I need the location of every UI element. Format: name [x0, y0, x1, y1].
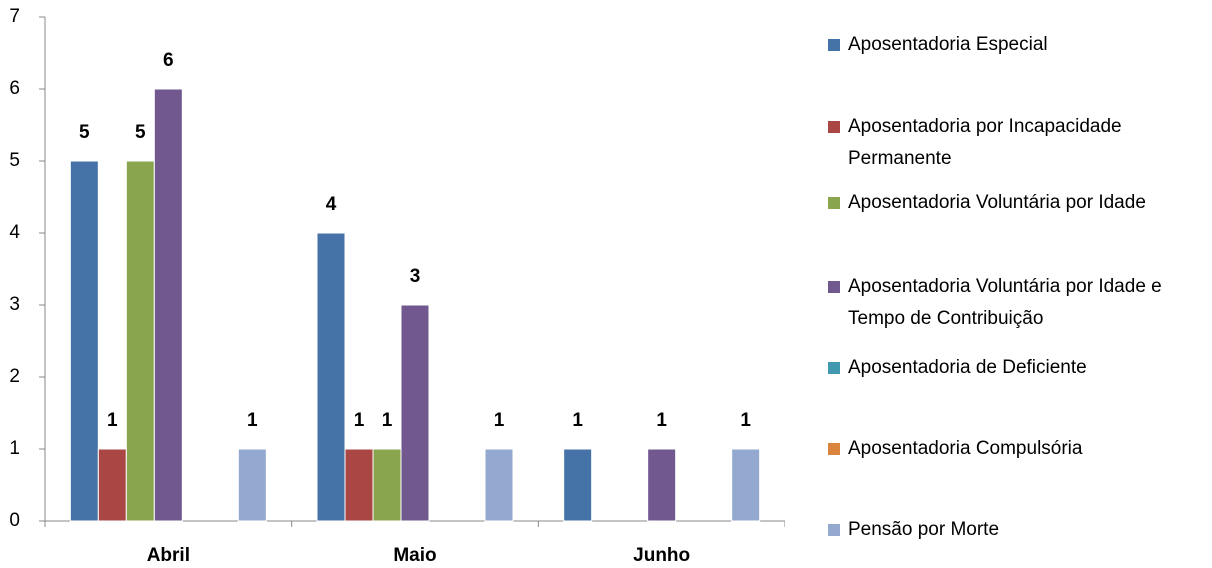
bar [125, 160, 155, 522]
data-label: 1 [354, 410, 365, 431]
legend-item: Aposentadoria Voluntária por Idade [828, 187, 1208, 219]
y-tick-label: 1 [9, 438, 20, 459]
bar [731, 448, 761, 522]
bar [69, 160, 99, 522]
bar [97, 448, 127, 522]
legend-swatch [828, 524, 840, 536]
bar [153, 88, 183, 522]
bar [563, 448, 593, 522]
legend-swatch [828, 281, 840, 293]
bar [400, 304, 430, 522]
legend-label: Aposentadoria por Incapacidade Permanent… [848, 116, 1122, 169]
legend-item: Aposentadoria Especial [828, 29, 1208, 61]
data-label: 4 [326, 194, 337, 215]
x-tick-label: Junho [633, 545, 690, 566]
y-tick-label: 2 [9, 366, 20, 387]
y-tick-label: 5 [9, 150, 20, 171]
data-label: 3 [410, 266, 421, 287]
bar [237, 448, 267, 522]
bar [372, 448, 402, 522]
data-label: 5 [135, 122, 146, 143]
legend-label: Aposentadoria de Deficiente [848, 357, 1087, 378]
y-tick-label: 7 [9, 6, 20, 27]
data-label: 1 [572, 410, 583, 431]
legend-label: Aposentadoria Especial [848, 34, 1048, 55]
data-label: 1 [494, 410, 505, 431]
data-label: 1 [107, 410, 118, 431]
legend-label: Pensão por Morte [848, 519, 1000, 540]
bar [344, 448, 374, 522]
data-label: 1 [656, 410, 667, 431]
x-tick-label: Abril [147, 545, 190, 566]
legend-item: Aposentadoria de Deficiente [828, 352, 1208, 384]
legend-swatch [828, 121, 840, 133]
data-label: 5 [79, 122, 90, 143]
legend-swatch [828, 362, 840, 374]
bar [316, 232, 346, 522]
legend-item: Aposentadoria Compulsória [828, 433, 1208, 465]
y-tick-label: 6 [9, 78, 20, 99]
legend-item: Pensão por Morte [828, 514, 1208, 546]
legend-item: Aposentadoria por Incapacidade Permanent… [828, 111, 1208, 175]
legend-label: Aposentadoria Voluntária por Idade [848, 192, 1146, 213]
legend-label: Aposentadoria Compulsória [848, 438, 1083, 459]
bar [484, 448, 514, 522]
y-tick-label: 3 [9, 294, 20, 315]
legend-label: Aposentadoria Voluntária por Idade e Tem… [848, 276, 1162, 329]
legend-swatch [828, 197, 840, 209]
legend-item: Aposentadoria Voluntária por Idade e Tem… [828, 271, 1208, 335]
bar [647, 448, 677, 522]
legend-swatch [828, 39, 840, 51]
data-label: 1 [382, 410, 393, 431]
data-label: 1 [740, 410, 751, 431]
data-label: 6 [163, 50, 174, 71]
y-tick-label: 0 [9, 510, 20, 531]
y-tick-label: 4 [9, 222, 20, 243]
legend-swatch [828, 443, 840, 455]
x-tick-label: Maio [393, 545, 436, 566]
data-label: 1 [247, 410, 258, 431]
